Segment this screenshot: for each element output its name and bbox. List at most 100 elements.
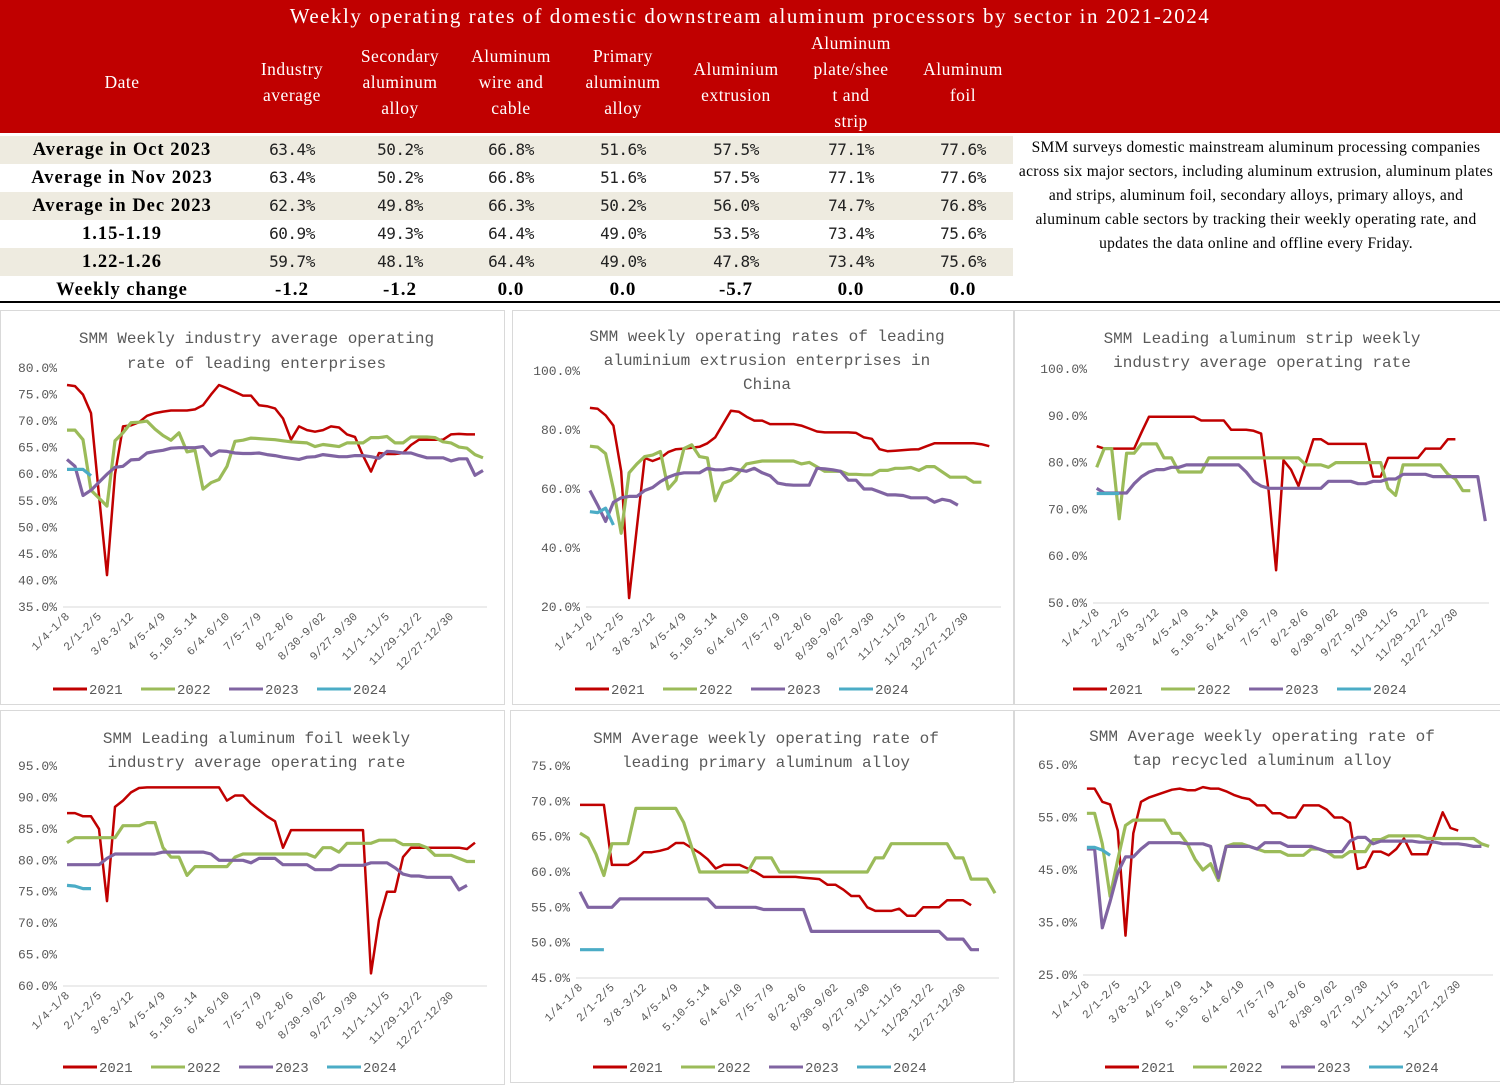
row-value: 59.7% <box>269 252 315 271</box>
chart-title: industry average operating rate <box>108 754 406 772</box>
series-line-2021 <box>66 383 475 577</box>
row-value: 77.6% <box>940 168 986 187</box>
y-tick-label: 60.0% <box>531 865 570 880</box>
row-value: 0.0 <box>609 279 637 300</box>
row-value: 66.8% <box>488 140 534 159</box>
row-date: Weekly change <box>56 280 188 300</box>
row-value: -1.2 <box>382 279 418 300</box>
table-row: Average in Oct 2023 63.4% 50.2% 66.8% 51.6% 5… <box>0 136 1013 164</box>
row-value: 50.2% <box>377 168 423 187</box>
row-date: Average in Oct 2023 <box>0 136 244 164</box>
chart-title: rate of leading enterprises <box>127 355 386 373</box>
legend-label: 2021 <box>1141 1061 1175 1077</box>
chart-title: tap recycled aluminum alloy <box>1132 752 1392 770</box>
y-tick-label: 100.0% <box>533 364 580 379</box>
legend-label: 2021 <box>1109 683 1143 699</box>
divider <box>0 301 1500 303</box>
chart-title: SMM Leading aluminum strip weekly <box>1104 330 1421 348</box>
table-title: Weekly operating rates of domestic downs… <box>289 4 1211 28</box>
series-line-2023 <box>65 445 484 498</box>
legend-label: 2023 <box>787 683 821 699</box>
chart-strip: SMM Leading aluminum strip weekly industr… <box>1014 310 1500 705</box>
row-value: 49.0% <box>600 224 646 243</box>
table-row: Weekly change -1.2 -1.2 0.0 0.0 -5.7 0.0 0.0 <box>0 276 1013 304</box>
y-tick-label: 65.0% <box>531 830 570 845</box>
y-tick-label: 55.0% <box>18 494 57 509</box>
y-tick-label: 75.0% <box>531 759 570 774</box>
series-line-2021 <box>589 406 990 600</box>
legend-label: 2023 <box>1285 683 1319 699</box>
series-line-2021 <box>580 803 972 918</box>
series-line-2022 <box>589 443 982 535</box>
row-value: 77.1% <box>828 140 874 159</box>
y-tick-label: 45.0% <box>1038 863 1077 878</box>
y-tick-label: 40.0% <box>18 573 57 588</box>
row-value: 64.4% <box>488 252 534 271</box>
row-value: 50.2% <box>600 196 646 215</box>
row-value: 50.2% <box>377 140 423 159</box>
y-tick-label: 75.0% <box>18 388 57 403</box>
y-tick-label: 65.0% <box>18 948 57 963</box>
y-tick-label: 85.0% <box>18 822 57 837</box>
series-line-2023 <box>578 891 979 952</box>
row-value: 60.9% <box>269 224 315 243</box>
header-wire-cable: Aluminum wire and cable <box>471 45 551 118</box>
legend-label: 2022 <box>187 1061 221 1077</box>
row-value: 0.0 <box>949 279 977 300</box>
chart-industry-average: SMM Weekly industry average operating rat… <box>0 310 505 705</box>
legend-label: 2024 <box>893 1061 927 1077</box>
header-plate-strip: Aluminum plate/shee t and strip <box>811 32 891 131</box>
legend-label: 2024 <box>1405 1061 1439 1077</box>
row-value: 62.3% <box>269 196 315 215</box>
y-tick-label: 90.0% <box>1048 409 1087 424</box>
header-industry-average: Industry average <box>260 58 324 105</box>
table-row: 1.22-1.26 59.7% 48.1% 64.4% 49.0% 47.8% 73.4% 7… <box>0 248 1013 276</box>
y-tick-label: 45.0% <box>531 971 570 986</box>
row-date: Average in Nov 2023 <box>31 168 213 188</box>
chart-title: China <box>743 376 791 394</box>
y-tick-label: 80.0% <box>18 853 57 868</box>
row-value: 75.6% <box>940 224 986 243</box>
series-line-2023 <box>1095 463 1487 522</box>
series-line-2022 <box>66 820 475 877</box>
legend-label: 2024 <box>875 683 909 699</box>
series-line-2022 <box>579 806 997 894</box>
y-tick-label: 50.0% <box>531 936 570 951</box>
y-tick-label: 20.0% <box>541 600 580 615</box>
legend-label: 2024 <box>353 683 387 699</box>
legend-label: 2021 <box>89 683 123 699</box>
y-tick-label: 35.0% <box>18 600 57 615</box>
legend-label: 2023 <box>265 683 299 699</box>
row-value: 53.5% <box>713 224 759 243</box>
table-row: Average in Dec 2023 62.3% 49.8% 66.3% 50.2% 5… <box>0 192 1013 220</box>
row-value: 73.4% <box>828 224 874 243</box>
survey-note: SMM surveys domestic mainstream aluminum… <box>1018 139 1494 252</box>
legend-label: 2023 <box>275 1061 309 1077</box>
y-tick-label: 50.0% <box>18 520 57 535</box>
row-value: 66.8% <box>488 168 534 187</box>
y-tick-label: 45.0% <box>18 547 57 562</box>
row-value: 73.4% <box>828 252 874 271</box>
series-line-2024 <box>66 883 91 891</box>
row-value: 49.3% <box>377 224 423 243</box>
row-value: 47.8% <box>713 252 759 271</box>
chart-title: SMM weekly operating rates of leading <box>589 328 944 346</box>
row-value: -1.2 <box>274 279 310 300</box>
row-date: 1.22-1.26 <box>0 248 244 276</box>
row-value: 57.5% <box>713 168 759 187</box>
chart-title: leading primary aluminum alloy <box>622 754 910 772</box>
y-tick-label: 80.0% <box>541 423 580 438</box>
y-tick-label: 70.0% <box>18 916 57 931</box>
row-date: Average in Dec 2023 <box>0 192 244 220</box>
series-line-2022 <box>1086 811 1490 898</box>
table-header: Weekly operating rates of domestic downs… <box>0 0 1500 133</box>
legend-label: 2022 <box>699 683 733 699</box>
chart-extrusion: SMM weekly operating rates of leading alu… <box>512 310 1014 705</box>
series-line-2021 <box>1086 785 1459 937</box>
y-tick-label: 40.0% <box>541 541 580 556</box>
y-tick-label: 55.0% <box>1038 811 1077 826</box>
header-primary-alloy: Primary aluminum alloy <box>585 45 661 118</box>
legend-label: 2023 <box>1317 1061 1351 1077</box>
row-value: 75.6% <box>940 252 986 271</box>
row-value: 74.7% <box>828 196 874 215</box>
